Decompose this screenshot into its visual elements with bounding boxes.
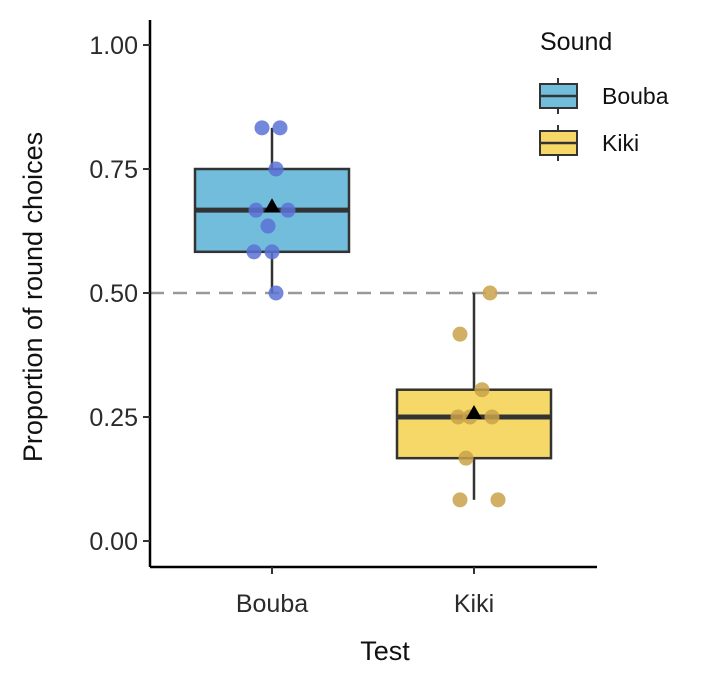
boxes-layer	[193, 127, 553, 500]
y-tick-label: 0.50	[89, 280, 138, 308]
legend: Sound Bouba Kiki	[539, 28, 669, 161]
data-point-bouba	[254, 120, 270, 136]
legend-item-bouba: Bouba	[539, 78, 669, 114]
data-point-bouba	[280, 202, 296, 218]
x-tick-label: Bouba	[236, 590, 308, 618]
data-point-bouba	[248, 202, 264, 218]
legend-label: Bouba	[602, 83, 669, 109]
y-tick-label: 0.25	[89, 404, 138, 432]
legend-label: Kiki	[602, 130, 639, 156]
data-point-bouba	[268, 285, 284, 301]
data-point-bouba	[268, 161, 284, 177]
box-kiki	[395, 293, 553, 500]
data-point-kiki	[482, 285, 498, 301]
mean-marker-bouba	[264, 198, 280, 213]
data-point-kiki	[484, 409, 500, 425]
data-point-kiki	[458, 450, 474, 466]
data-point-kiki	[452, 492, 468, 508]
y-axis-title: Proportion of round choices	[18, 132, 48, 462]
x-axis-title: Test	[360, 636, 410, 666]
legend-item-kiki: Kiki	[539, 125, 639, 161]
y-tick-label: 0.75	[89, 156, 138, 184]
data-point-kiki	[474, 382, 490, 398]
box-iqr	[395, 388, 553, 460]
data-point-bouba	[260, 218, 276, 234]
x-tick-label: Kiki	[454, 590, 494, 618]
data-point-bouba	[272, 120, 288, 136]
legend-title: Sound	[540, 28, 612, 56]
data-point-bouba	[264, 244, 280, 260]
data-point-kiki	[450, 409, 466, 425]
data-point-kiki	[452, 326, 468, 342]
points-layer	[246, 120, 506, 508]
axes-layer: 0.00 0.25 0.50 0.75 1.00 Bouba Kiki	[89, 20, 597, 618]
data-point-kiki	[490, 492, 506, 508]
data-point-bouba	[246, 244, 262, 260]
y-tick-label: 0.00	[89, 528, 138, 556]
y-tick-label: 1.00	[89, 32, 138, 60]
mean-marker-kiki	[466, 405, 482, 420]
